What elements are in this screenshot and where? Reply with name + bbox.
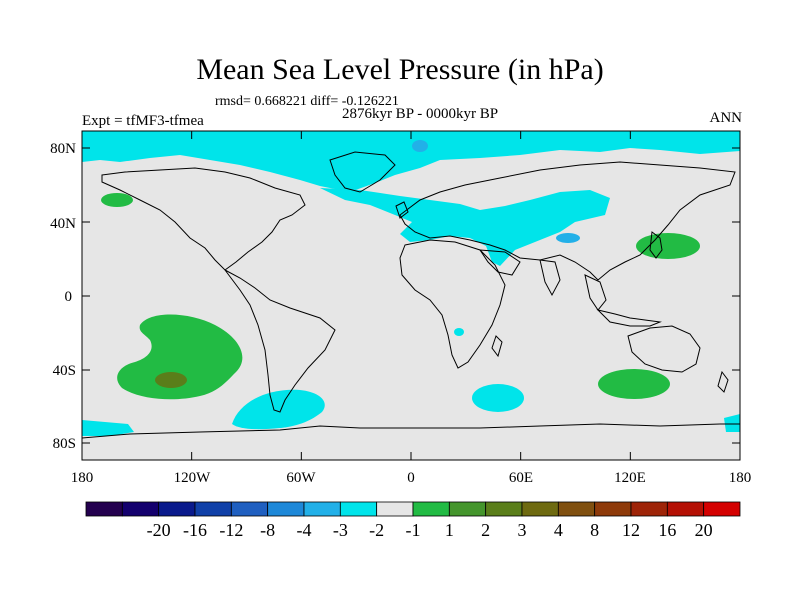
- period-line: 2876kyr BP - 0000kyr BP: [341, 106, 499, 122]
- south-pacific-core: [155, 372, 187, 388]
- map-background: [82, 131, 740, 460]
- colorbar-label: -8: [260, 520, 276, 540]
- colorbar-swatch: [521, 501, 559, 517]
- season-label: ANN: [709, 110, 743, 126]
- antarctic-pacific-negative-region: [232, 389, 325, 430]
- axis-ticks: [81, 131, 741, 460]
- colorbar-label: -12: [219, 520, 244, 540]
- lat-label-80n: 80N: [50, 141, 76, 157]
- light-blue-spot-greenland: [412, 140, 428, 152]
- colorbar-label: 4: [553, 520, 563, 540]
- colorbar-label: 16: [658, 520, 677, 540]
- lat-label-40n: 40N: [50, 216, 76, 232]
- southwest-corner-negative: [82, 420, 134, 436]
- colorbar-swatch: [557, 501, 596, 517]
- colorbar-swatch: [448, 501, 487, 517]
- lat-label-equator: 0: [65, 289, 73, 305]
- lon-label-60e: 60E: [509, 470, 533, 486]
- colorbar-label: -4: [296, 520, 312, 540]
- colorbar-label: 8: [590, 520, 600, 540]
- northwest-pacific-positive: [636, 233, 700, 259]
- colorbar: [85, 501, 741, 517]
- colorbar-swatch: [376, 501, 414, 517]
- colorbar-label: 12: [622, 520, 640, 540]
- colorbar-swatch: [412, 501, 450, 517]
- south-indian-negative-region: [472, 384, 524, 412]
- colorbar-swatch: [267, 501, 305, 517]
- colorbar-swatch: [121, 501, 160, 517]
- colorbar-swatch: [594, 501, 632, 517]
- lat-label-80s: 80S: [53, 436, 76, 452]
- experiment-label: Expt = tfMF3-tfmea: [82, 113, 204, 129]
- lat-label-40s: 40S: [53, 363, 76, 379]
- colorbar-label: -2: [369, 520, 385, 540]
- south-pacific-positive: [117, 314, 243, 400]
- colorbar-label: -3: [332, 520, 348, 540]
- stats-line: rmsd= 0.668221 diff= -0.126221: [215, 94, 399, 109]
- lon-label-120w: 120W: [174, 470, 212, 486]
- lon-label-180w: 180: [71, 470, 94, 486]
- colorbar-swatch: [230, 501, 269, 517]
- colorbar-swatch: [485, 501, 523, 517]
- colorbar-label: -20: [146, 520, 171, 540]
- colorbar-swatch: [158, 501, 196, 517]
- lon-label-180e: 180: [729, 470, 752, 486]
- colorbar-swatch: [85, 501, 123, 517]
- lon-label-60w: 60W: [286, 470, 316, 486]
- lon-label-0: 0: [407, 470, 415, 486]
- colorbar-label: -1: [405, 520, 421, 540]
- southeast-corner-negative: [724, 414, 740, 432]
- south-indian-positive: [598, 369, 670, 399]
- colorbar-label: 20: [694, 520, 713, 540]
- arctic-negative-region: [82, 131, 740, 192]
- colorbar-label: 1: [444, 520, 454, 540]
- eurasia-negative-region: [320, 188, 610, 266]
- north-pacific-positive: [101, 193, 133, 207]
- lon-label-120e: 120E: [614, 470, 646, 486]
- colorbar-label: 3: [517, 520, 527, 540]
- small-negative-spot: [454, 328, 464, 336]
- colorbar-swatch: [339, 501, 378, 517]
- coastlines: [82, 151, 740, 439]
- anomaly-fields: [82, 131, 740, 436]
- light-blue-spot-asia: [556, 233, 580, 243]
- colorbar-swatch: [194, 501, 232, 517]
- colorbar-label: 2: [481, 520, 491, 540]
- colorbar-swatch: [630, 501, 668, 517]
- colorbar-swatch: [666, 501, 705, 517]
- colorbar-swatch: [303, 501, 341, 517]
- colorbar-swatch: [703, 501, 741, 517]
- colorbar-label: -16: [183, 520, 207, 540]
- plot-title: Mean Sea Level Pressure (in hPa): [196, 53, 604, 86]
